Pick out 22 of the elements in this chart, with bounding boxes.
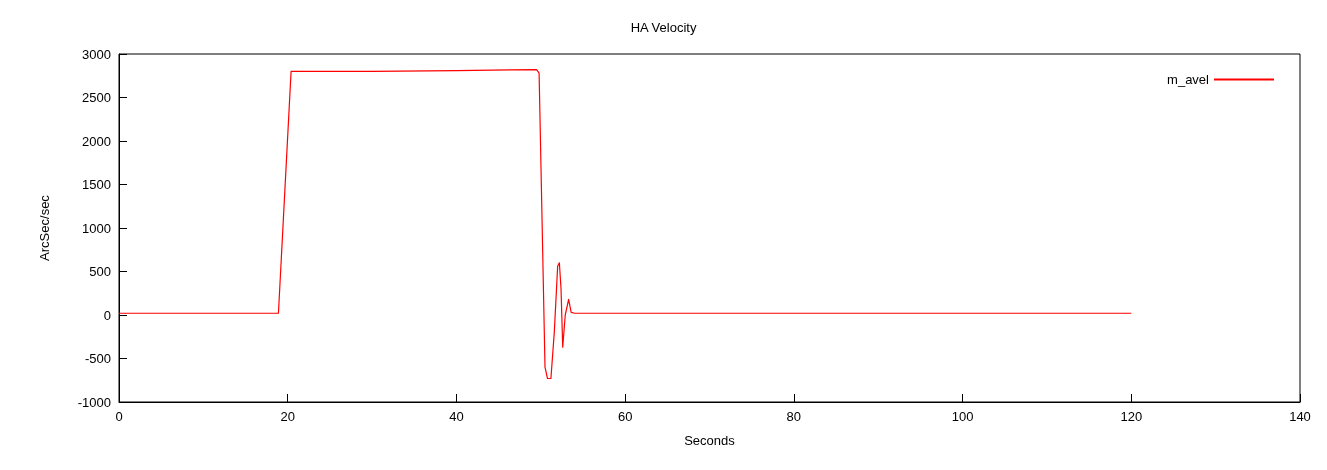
x-tick-label: 20	[280, 409, 295, 424]
y-tick-label: 500	[89, 264, 111, 279]
y-tick-label: 1000	[82, 220, 111, 236]
y-tick-label: 2000	[82, 133, 111, 149]
y-tick-label: 2500	[82, 90, 111, 105]
y-tick-label: 1500	[82, 177, 111, 192]
x-tick-label: 60	[617, 409, 633, 424]
x-tick-label: 140	[1289, 409, 1311, 424]
line-series	[118, 69, 1132, 380]
x-tick-label: 120	[1120, 409, 1143, 424]
x-axis-title: Seconds	[684, 433, 736, 448]
x-tick-label: 100	[951, 409, 974, 424]
y-tick-label: 0	[103, 307, 111, 323]
legend-label: m_avel	[1167, 72, 1210, 87]
x-tick-label: 0	[115, 409, 123, 424]
x-tick-label: 40	[449, 409, 464, 424]
chart-title: HA Velocity	[630, 20, 697, 35]
y-tick-label: -1000	[77, 394, 111, 410]
y-axis-title: ArcSec/sec	[37, 194, 52, 261]
y-tick-label: 3000	[82, 46, 111, 62]
y-tick-label: -500	[84, 351, 111, 366]
x-tick-label: 80	[786, 409, 802, 424]
